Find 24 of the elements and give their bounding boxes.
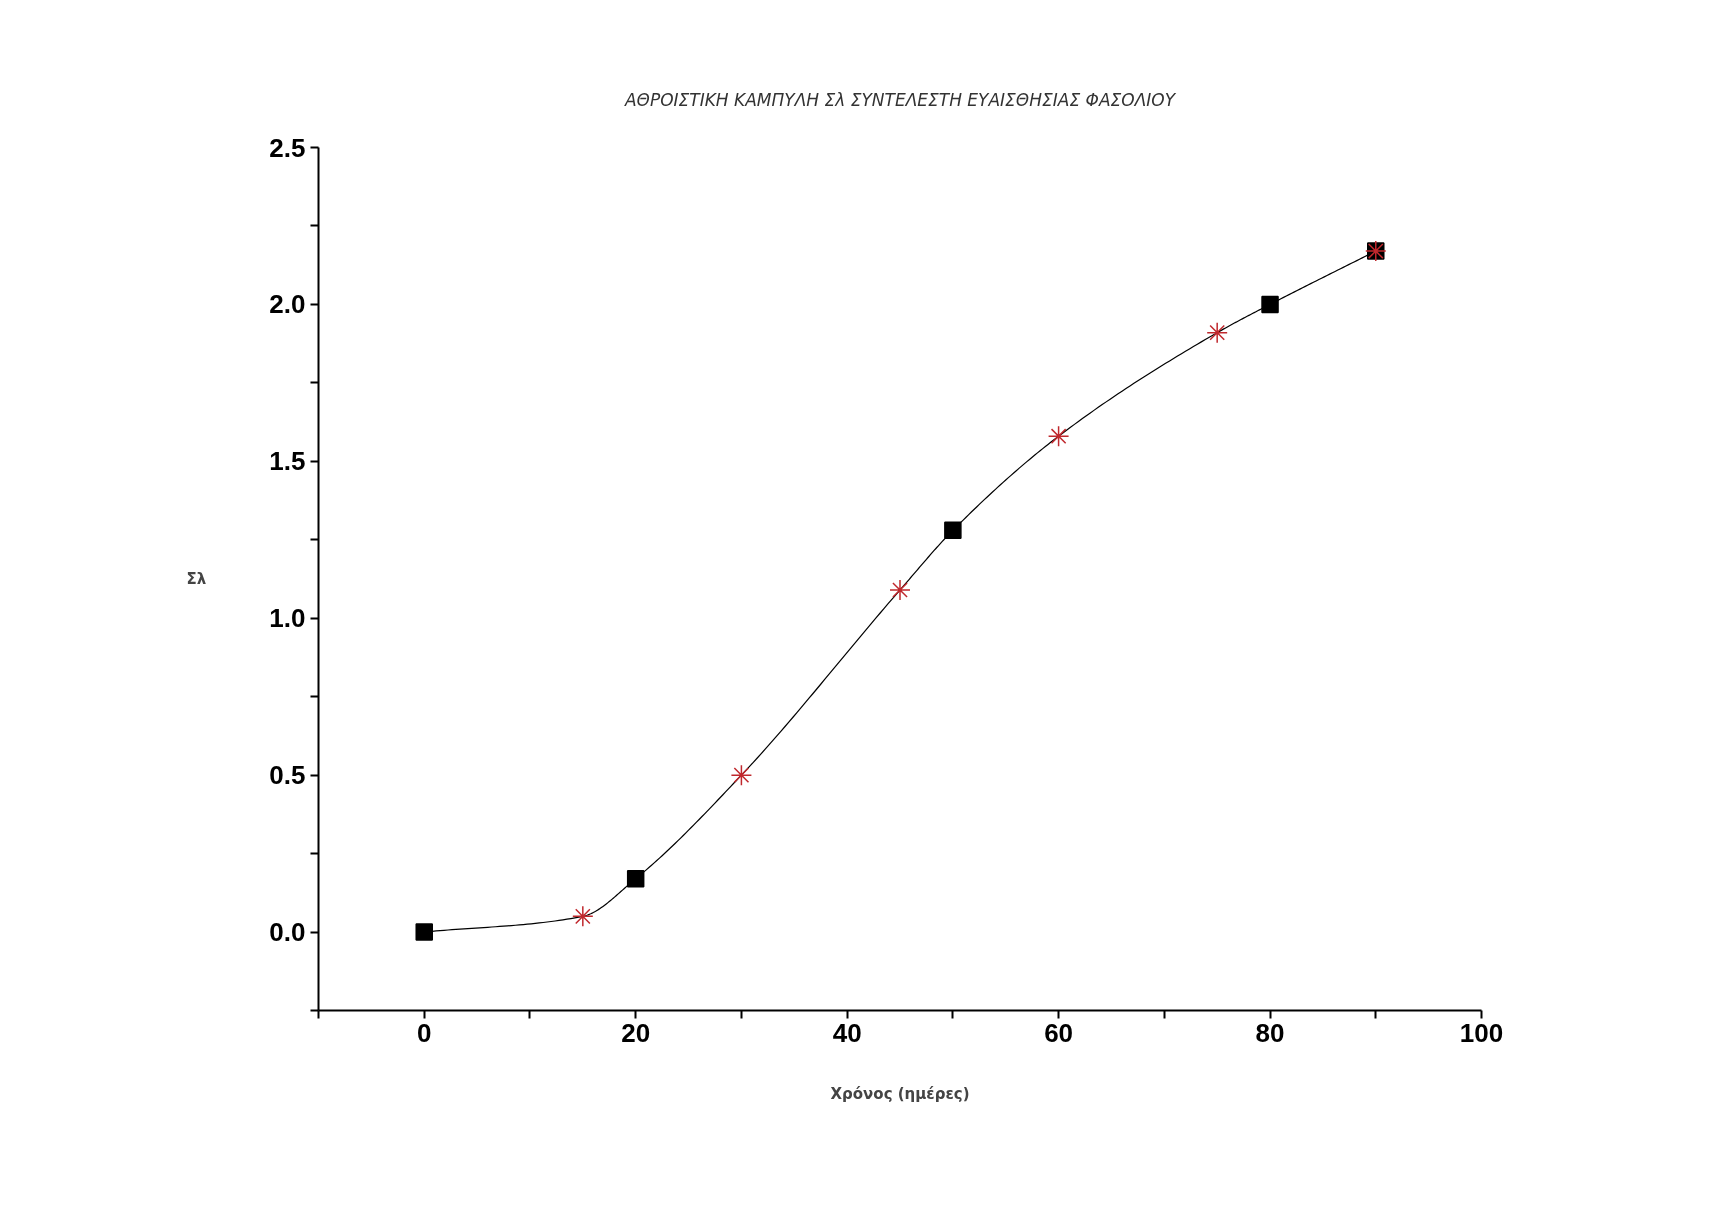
point [889,579,911,601]
point [1261,295,1279,314]
point [415,923,433,941]
x-tick-label: 0 [417,1017,432,1048]
x-tick-label: 80 [1255,1017,1285,1048]
y-tick-label: 1.0 [269,603,306,634]
y-tick-label: 0.5 [269,760,306,791]
y-tick-label: 2.0 [269,289,306,320]
y-tick-label: 2.5 [269,132,306,163]
point [1206,321,1228,344]
point [730,764,753,786]
x-tick-label: 40 [832,1017,862,1048]
point [572,905,594,928]
y-tick-label: 0.0 [269,917,306,948]
x-tick-label: 20 [621,1017,651,1048]
x-axis-title: Χρόνος (ημέρες) [830,1084,970,1103]
x-tick-label: 60 [1044,1017,1074,1048]
chart-title: ΑΘΡΟΙΣΤΙΚΗ ΚΑΜΠΥΛΗ Σλ ΣΥΝΤΕΛΕΣΤΗ ΕΥΑΙΣΘΗΣΙΑΣ ΦΑΣΟΛΙΟΥ [623,90,1177,110]
point [944,521,962,540]
y-axis-title: Σλ [186,570,207,588]
point [1047,425,1070,447]
point [626,869,645,888]
x-tick-label: 100 [1459,1017,1504,1048]
y-tick-label: 1.5 [269,446,306,477]
